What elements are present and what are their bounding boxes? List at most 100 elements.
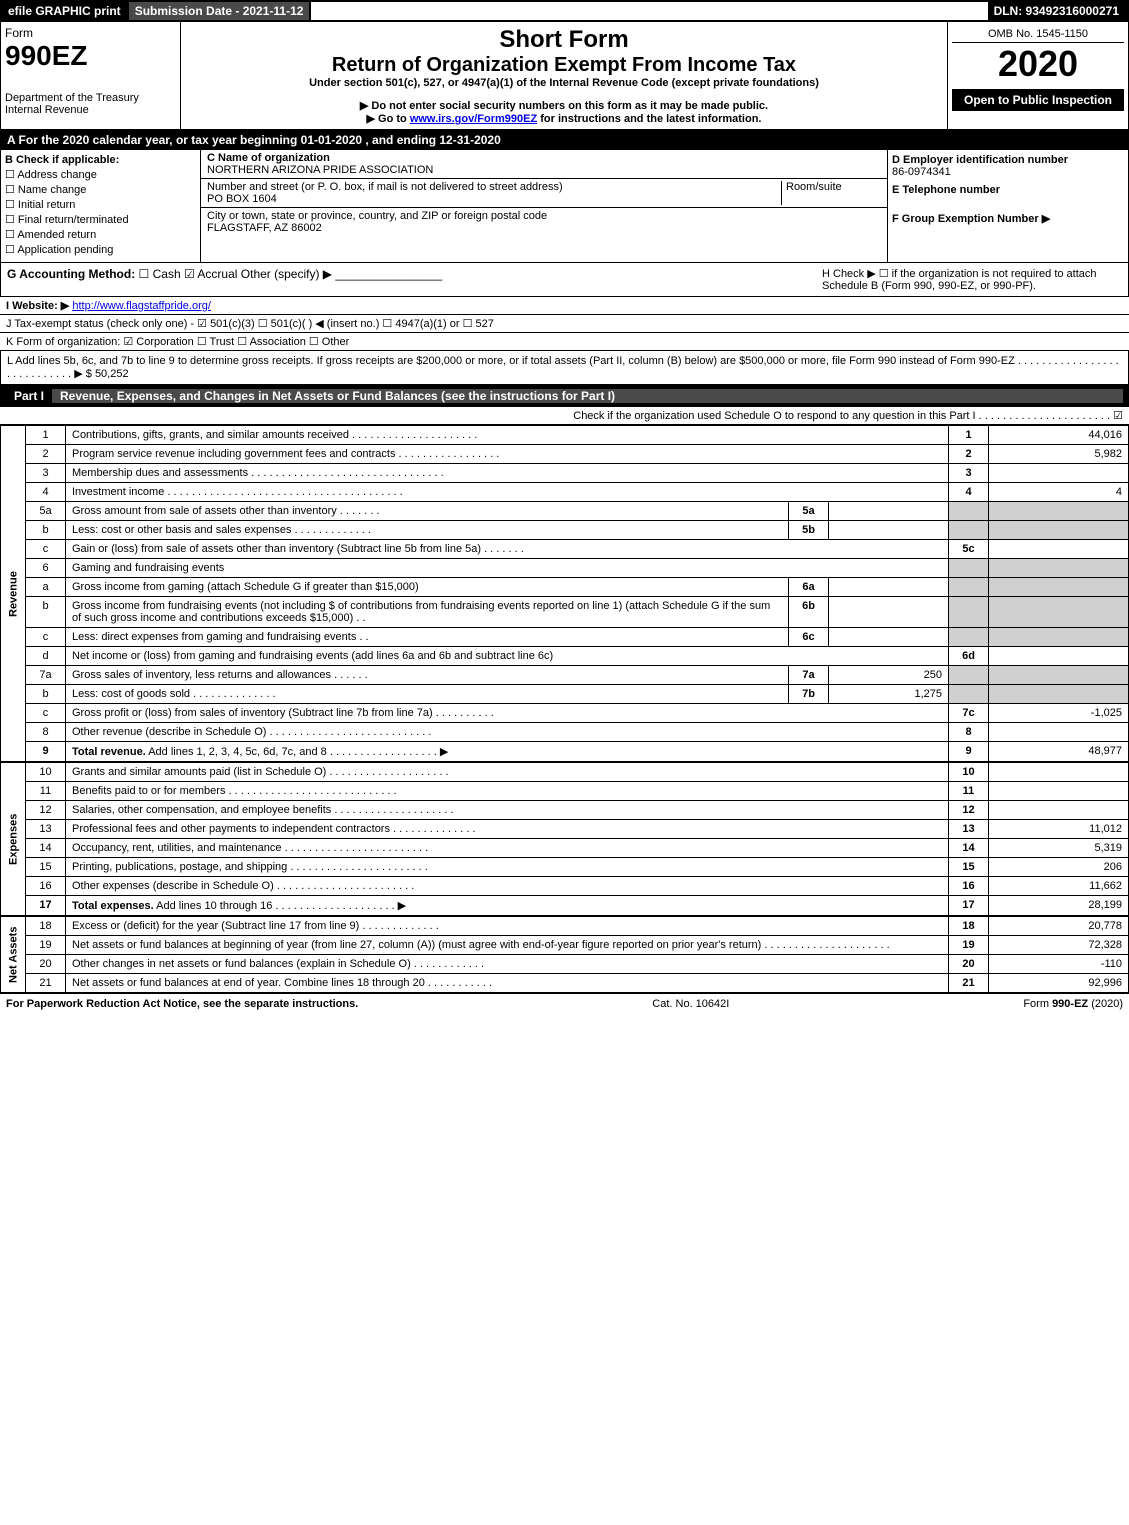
line-value: 206 [989, 858, 1129, 877]
shaded-val [989, 597, 1129, 628]
line-number: c [26, 540, 66, 559]
table-row: cLess: direct expenses from gaming and f… [1, 628, 1129, 647]
table-row: 4Investment income . . . . . . . . . . .… [1, 483, 1129, 502]
line-number: 15 [26, 858, 66, 877]
line-value: 48,977 [989, 742, 1129, 762]
city: FLAGSTAFF, AZ 86002 [207, 222, 322, 234]
line-number: 11 [26, 782, 66, 801]
part1-check: Check if the organization used Schedule … [0, 407, 1129, 425]
mid-box: 5a [789, 502, 829, 521]
line-number: c [26, 704, 66, 723]
mid-box: 5b [789, 521, 829, 540]
line-number: 18 [26, 917, 66, 936]
h-label: H Check ▶ ☐ if the organization is not r… [822, 267, 1122, 292]
col-b: B Check if applicable: ☐ Address change … [1, 150, 201, 262]
line-number: 4 [26, 483, 66, 502]
line-desc: Less: cost or other basis and sales expe… [66, 521, 789, 540]
shaded-box [949, 666, 989, 685]
table-row: bLess: cost of goods sold . . . . . . . … [1, 685, 1129, 704]
shaded-box [949, 559, 989, 578]
table-row: 17Total expenses. Add lines 10 through 1… [1, 896, 1129, 916]
line-box: 19 [949, 936, 989, 955]
footer-center: Cat. No. 10642I [652, 998, 729, 1010]
omb-number: OMB No. 1545-1150 [952, 26, 1124, 43]
check-pending[interactable]: ☐ Application pending [5, 243, 196, 256]
line-number: 3 [26, 464, 66, 483]
table-row: aGross income from gaming (attach Schedu… [1, 578, 1129, 597]
top-header-bar: efile GRAPHIC print Submission Date - 20… [0, 0, 1129, 22]
check-name[interactable]: ☐ Name change [5, 183, 196, 196]
line-number: 1 [26, 426, 66, 445]
table-row: 11Benefits paid to or for members . . . … [1, 782, 1129, 801]
table-row: 2Program service revenue including gover… [1, 445, 1129, 464]
form-header: Form 990EZ Department of the Treasury In… [0, 22, 1129, 130]
subtitle: Under section 501(c), 527, or 4947(a)(1)… [185, 77, 943, 89]
org-name: NORTHERN ARIZONA PRIDE ASSOCIATION [207, 164, 433, 176]
irs-link[interactable]: www.irs.gov/Form990EZ [410, 113, 537, 125]
table-row: cGain or (loss) from sale of assets othe… [1, 540, 1129, 559]
line-value [989, 763, 1129, 782]
line-value: -1,025 [989, 704, 1129, 723]
col-d: D Employer identification number 86-0974… [888, 150, 1128, 262]
line-desc: Program service revenue including govern… [66, 445, 949, 464]
line-value [989, 723, 1129, 742]
website-link[interactable]: http://www.flagstaffpride.org/ [72, 300, 211, 312]
i-label: I Website: ▶ [6, 300, 69, 312]
addr-row: Number and street (or P. O. box, if mail… [201, 179, 887, 208]
expense-table: Expenses10Grants and similar amounts pai… [0, 762, 1129, 916]
table-row: 5aGross amount from sale of assets other… [1, 502, 1129, 521]
line-box: 11 [949, 782, 989, 801]
section-label: Expenses [1, 763, 26, 916]
dept-label: Department of the Treasury [5, 92, 176, 104]
l-amount: $ 50,252 [86, 368, 129, 380]
shaded-val [989, 666, 1129, 685]
line-desc: Less: direct expenses from gaming and fu… [66, 628, 789, 647]
line-value: 5,319 [989, 839, 1129, 858]
line-desc: Investment income . . . . . . . . . . . … [66, 483, 949, 502]
short-form-title: Short Form [185, 26, 943, 54]
instructions-link[interactable]: ▶ Go to www.irs.gov/Form990EZ for instru… [185, 112, 943, 125]
room-label: Room/suite [781, 181, 881, 205]
line-box: 15 [949, 858, 989, 877]
line-box: 9 [949, 742, 989, 762]
mid-val [829, 521, 949, 540]
line-number: b [26, 597, 66, 628]
ein: 86-0974341 [892, 166, 951, 178]
line-desc: Membership dues and assessments . . . . … [66, 464, 949, 483]
line-value: 28,199 [989, 896, 1129, 916]
mid-val [829, 628, 949, 647]
line-desc: Gross amount from sale of assets other t… [66, 502, 789, 521]
line-value: 5,982 [989, 445, 1129, 464]
line-number: 16 [26, 877, 66, 896]
line-box: 1 [949, 426, 989, 445]
check-amended[interactable]: ☐ Amended return [5, 228, 196, 241]
line-number: 7a [26, 666, 66, 685]
line-box: 2 [949, 445, 989, 464]
check-address[interactable]: ☐ Address change [5, 168, 196, 181]
dln-label: DLN: 93492316000271 [988, 2, 1127, 20]
shaded-box [949, 502, 989, 521]
line-value [989, 782, 1129, 801]
asset-table: Net Assets18Excess or (deficit) for the … [0, 916, 1129, 993]
mid-box: 7a [789, 666, 829, 685]
section-g-h: G Accounting Method: ☐ Cash ☑ Accrual Ot… [0, 263, 1129, 297]
line-box: 10 [949, 763, 989, 782]
line-box: 20 [949, 955, 989, 974]
check-final[interactable]: ☐ Final return/terminated [5, 213, 196, 226]
line-box: 18 [949, 917, 989, 936]
org-name-row: C Name of organization NORTHERN ARIZONA … [201, 150, 887, 179]
footer-right: Form 990-EZ (2020) [1023, 998, 1123, 1010]
shaded-val [989, 628, 1129, 647]
line-value: -110 [989, 955, 1129, 974]
line-desc: Contributions, gifts, grants, and simila… [66, 426, 949, 445]
line-desc: Professional fees and other payments to … [66, 820, 949, 839]
g-label: G Accounting Method: [7, 267, 135, 281]
section-b-c-d: B Check if applicable: ☐ Address change … [0, 150, 1129, 263]
shaded-val [989, 521, 1129, 540]
section-label: Net Assets [1, 917, 26, 993]
mid-val: 1,275 [829, 685, 949, 704]
table-row: bGross income from fundraising events (n… [1, 597, 1129, 628]
line-desc: Net assets or fund balances at beginning… [66, 936, 949, 955]
check-initial[interactable]: ☐ Initial return [5, 198, 196, 211]
part1-label: Part I [6, 389, 52, 403]
